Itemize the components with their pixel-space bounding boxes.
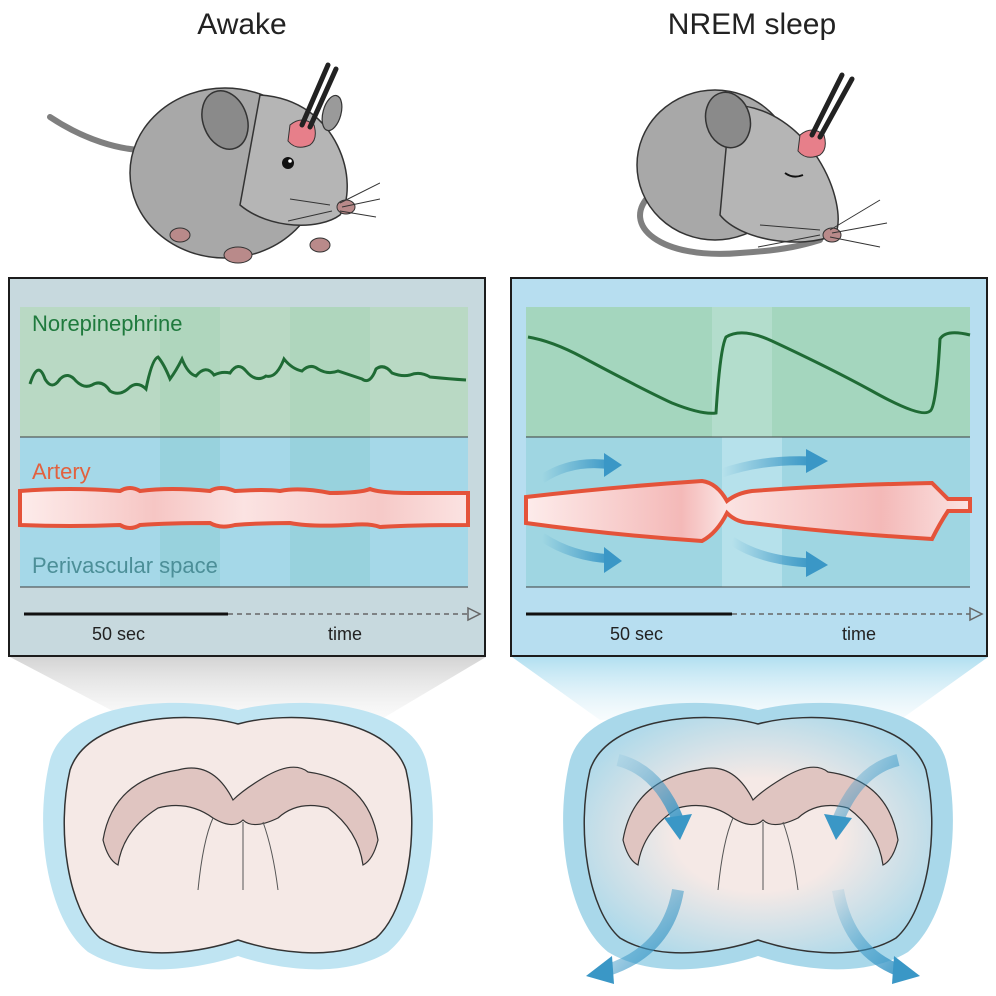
artery-label: Artery (32, 459, 91, 484)
norepinephrine-label: Norepinephrine (32, 311, 183, 336)
brain-section-awake-icon (43, 702, 433, 970)
mouse-sleeping-icon (636, 72, 888, 257)
norepinephrine-trace-sleep (527, 331, 971, 415)
sleep-panel-graphic (524, 307, 984, 622)
awake-panel: Norepinephrine Artery Perivascular space… (8, 277, 486, 657)
mouse-awake-icon (47, 62, 380, 264)
brain-section-sleep-icon (563, 702, 953, 984)
flow-arrow-icon (720, 456, 813, 478)
time-axis-label-sleep: time (842, 624, 877, 644)
flow-arrow-icon (729, 537, 813, 568)
nrem-sleep-title: NREM sleep (667, 8, 837, 41)
flow-arrow-icon (605, 888, 684, 976)
scale-bar-label: 50 sec (92, 624, 146, 644)
awake-panel-graphic (18, 307, 482, 622)
flow-arrow-icon (832, 754, 900, 823)
awake-title: Awake (197, 8, 287, 41)
sleep-artery (524, 478, 972, 544)
norepinephrine-trace (28, 355, 467, 395)
flow-arrow-icon (832, 888, 901, 976)
flow-arrow-icon (616, 754, 684, 823)
awake-artery (18, 486, 470, 530)
time-axis-label: time (328, 624, 363, 644)
perivascular-space-label: Perivascular space (32, 553, 218, 578)
nrem-sleep-panel: 50 sec time (510, 277, 988, 657)
scale-bar-label-sleep: 50 sec (610, 624, 664, 644)
